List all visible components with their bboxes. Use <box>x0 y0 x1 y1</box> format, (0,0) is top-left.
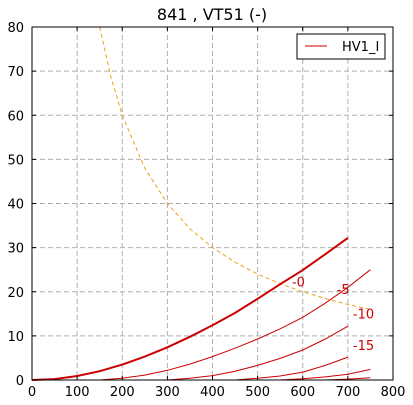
curve-label: -5 <box>337 283 350 298</box>
x-tick-label: 800 <box>381 385 406 400</box>
series-line <box>235 356 349 381</box>
y-tick-label: 20 <box>7 286 24 301</box>
x-tick-label: 200 <box>110 385 135 400</box>
curve-label: -0 <box>292 275 305 290</box>
x-tick-label: 700 <box>335 385 360 400</box>
y-tick-label: 40 <box>7 198 24 213</box>
series-line <box>31 237 349 381</box>
x-tick-label: 500 <box>245 385 270 400</box>
series-line <box>99 269 371 381</box>
y-tick-label: 50 <box>7 153 24 168</box>
curve-label: -10 <box>353 308 374 323</box>
chart-title: 841 , VT51 (-) <box>157 5 267 24</box>
x-tick-label: 0 <box>28 385 36 400</box>
y-tick-label: 60 <box>7 109 24 124</box>
legend-entry: HV1_I <box>342 40 379 55</box>
series-line <box>167 325 349 381</box>
y-tick-label: 80 <box>7 21 24 36</box>
x-tick-label: 600 <box>290 385 315 400</box>
y-tick-label: 0 <box>16 374 24 389</box>
series-line <box>280 368 371 381</box>
x-tick-label: 100 <box>65 385 90 400</box>
curves <box>31 26 371 381</box>
y-tick-label: 70 <box>7 65 24 80</box>
power-limit-curve <box>99 26 371 310</box>
curve-labels: -0 -5-10 -15 <box>292 275 374 354</box>
curve-label: -15 <box>353 339 374 354</box>
x-tick-label: 300 <box>155 385 180 400</box>
legend: HV1_I <box>296 33 386 60</box>
y-tick-label: 30 <box>7 242 24 257</box>
y-tick-label: 10 <box>7 330 24 345</box>
ticks: 0 100 200 300 400 500 600 700 800 0 10 20 30 40 50 60 70… <box>7 21 405 400</box>
x-tick-label: 400 <box>200 385 225 400</box>
